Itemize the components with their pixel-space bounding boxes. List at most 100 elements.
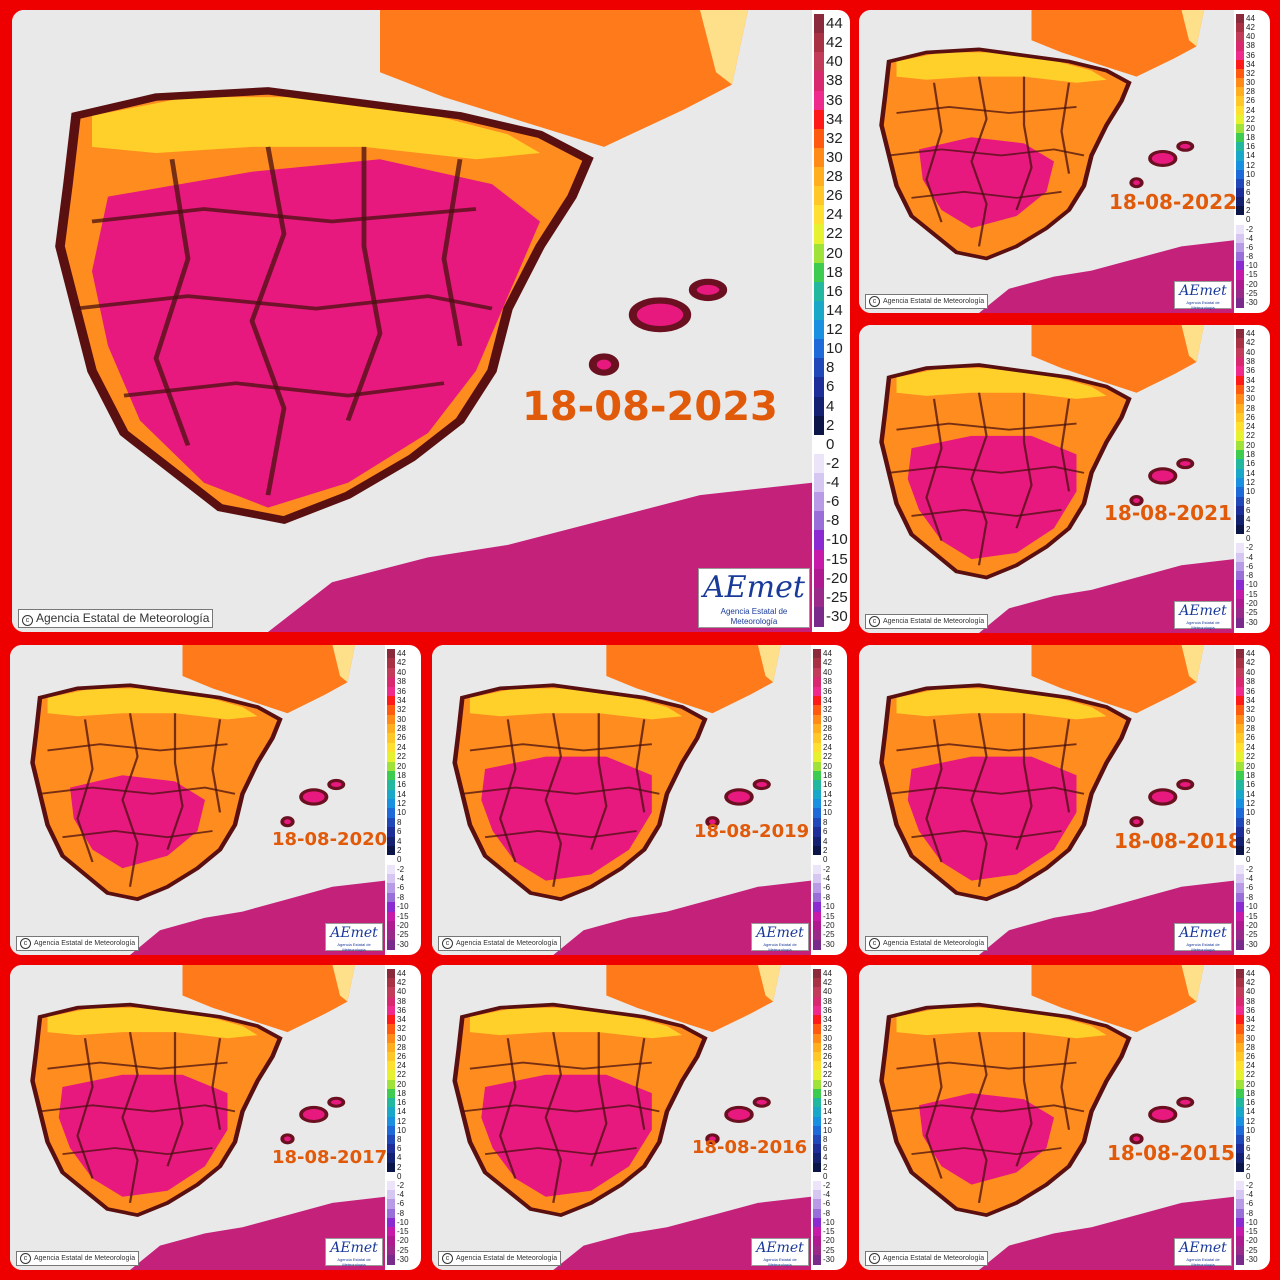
legend-swatch xyxy=(387,1024,395,1035)
aemet-logo: AEmet Agencia Estatal de Meteorología xyxy=(698,568,810,628)
legend-label: -8 xyxy=(397,1208,405,1218)
balearic-islands xyxy=(1129,140,1195,189)
legend-swatch xyxy=(814,453,824,474)
legend-label: -25 xyxy=(397,1245,409,1255)
legend-label: 32 xyxy=(397,705,406,715)
legend-swatch xyxy=(1236,215,1244,226)
northern-cool-band xyxy=(47,1007,258,1039)
legend-swatch xyxy=(814,281,824,302)
legend-swatch xyxy=(813,845,821,856)
credit-text: Agencia Estatal de Meteorología xyxy=(883,618,985,625)
legend-label: 36 xyxy=(1246,1005,1255,1015)
legend-label: 0 xyxy=(823,855,828,865)
legend-label: 0 xyxy=(397,855,402,865)
map-credit: c Agencia Estatal de Meteorología xyxy=(865,936,989,951)
legend-label: 16 xyxy=(1246,459,1255,469)
legend-label: 20 xyxy=(1246,123,1255,133)
iberia-temperature-map xyxy=(10,645,385,955)
legend-label: -15 xyxy=(1246,1227,1258,1237)
legend-label: 16 xyxy=(1246,142,1255,152)
legend-label: -25 xyxy=(823,1245,835,1255)
legend-swatch xyxy=(814,186,824,207)
legend-label: 36 xyxy=(1246,366,1255,376)
legend-label: 28 xyxy=(826,168,843,185)
legend-swatch xyxy=(1236,1134,1244,1145)
legend-swatch xyxy=(1236,761,1244,772)
legend-swatch xyxy=(1236,1088,1244,1099)
legend-swatch xyxy=(387,658,395,669)
legend-label: -10 xyxy=(397,1217,409,1227)
legend-label: 42 xyxy=(1246,338,1255,348)
legend-label: -8 xyxy=(823,1208,831,1218)
date-label: 18-08-2015 xyxy=(1107,1141,1235,1165)
france-region xyxy=(182,965,355,1033)
legend-swatch xyxy=(1236,1153,1244,1164)
legend-swatch xyxy=(814,109,824,130)
legend-label: 12 xyxy=(823,799,832,808)
legend-label: -20 xyxy=(397,920,409,930)
legend-label: 42 xyxy=(1246,978,1255,988)
legend-label: 2 xyxy=(823,1162,828,1172)
legend-label: -15 xyxy=(1246,270,1258,280)
legend-label: 38 xyxy=(826,72,843,90)
legend-label: 22 xyxy=(1246,752,1255,762)
iberia-temperature-map xyxy=(432,965,811,1270)
legend-swatch xyxy=(387,1107,395,1118)
legend-swatch xyxy=(1236,105,1244,116)
aemet-logo: AEmet Agencia Estatal de Meteorología xyxy=(325,1238,383,1267)
legend-swatch xyxy=(387,1236,395,1247)
legend-label: 20 xyxy=(823,761,832,771)
france-region xyxy=(1031,645,1204,714)
legend-label: -25 xyxy=(397,930,409,940)
legend-label: 6 xyxy=(397,1144,402,1154)
legend-label: -30 xyxy=(1246,1254,1258,1264)
legend-label: 16 xyxy=(397,780,406,790)
legend-swatch xyxy=(1236,939,1244,950)
legend-label: 14 xyxy=(1246,789,1255,799)
legend-swatch xyxy=(813,808,821,819)
legend-label: 16 xyxy=(1246,1098,1255,1108)
legend-label: -20 xyxy=(823,1236,835,1246)
temperature-legend: 44 42 40 38 36 34 32 30 28 26 24 22 20 18 16 14 12 10 8 6 4 2… xyxy=(387,969,415,1265)
legend-label: -8 xyxy=(1246,252,1254,262)
balearic-islands xyxy=(1129,1096,1195,1145)
legend-label: 38 xyxy=(1246,356,1255,366)
legend-swatch xyxy=(814,33,824,54)
legend-label: 4 xyxy=(1246,1153,1251,1163)
legend-swatch xyxy=(813,1199,821,1210)
credit-text: Agencia Estatal de Meteorología xyxy=(883,1255,985,1262)
map-credit: c Agencia Estatal de Meteorología xyxy=(865,614,989,629)
legend-swatch xyxy=(1236,733,1244,744)
logo-subtext: Agencia Estatal de Meteorología xyxy=(720,607,788,626)
legend-swatch xyxy=(387,705,395,716)
legend-label: 42 xyxy=(823,978,832,988)
northern-cool-band xyxy=(469,1007,683,1039)
legend-label: -30 xyxy=(1246,617,1258,627)
legend-swatch xyxy=(1236,561,1244,572)
legend-label: 14 xyxy=(826,301,843,319)
legend-label: -4 xyxy=(823,1190,831,1200)
legend-swatch xyxy=(814,549,824,570)
legend-label: 42 xyxy=(826,34,843,52)
legend-swatch xyxy=(813,1088,821,1099)
legend-label: 38 xyxy=(1246,41,1255,51)
legend-swatch xyxy=(813,799,821,809)
iberia-temperature-map xyxy=(859,965,1234,1270)
legend-label: 10 xyxy=(397,808,406,818)
legend-swatch xyxy=(813,1116,821,1127)
legend-label: -6 xyxy=(1246,1199,1254,1209)
legend-label: -30 xyxy=(823,1254,835,1264)
legend-label: 14 xyxy=(1246,151,1255,161)
legend-swatch xyxy=(387,667,395,678)
legend-swatch xyxy=(813,1144,821,1155)
legend-label: 24 xyxy=(823,1061,832,1071)
legend-label: -4 xyxy=(823,874,831,883)
legend-label: 24 xyxy=(826,206,843,224)
heat-zone xyxy=(70,775,205,869)
legend-swatch xyxy=(1236,1005,1244,1016)
legend-label: 42 xyxy=(397,658,406,668)
legend-swatch xyxy=(813,1171,821,1182)
legend-swatch xyxy=(1236,297,1244,308)
legend-swatch xyxy=(1236,96,1244,107)
legend-swatch xyxy=(813,770,821,781)
